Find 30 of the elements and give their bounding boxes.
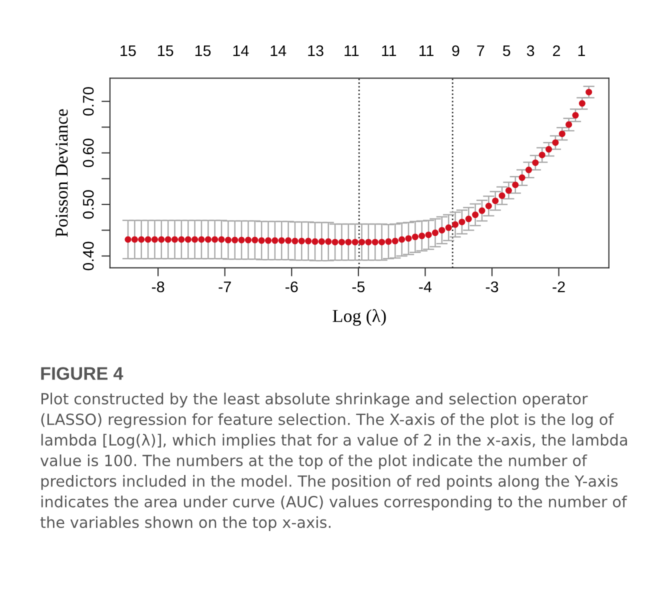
text: FIGURE 4 — [41, 367, 124, 380]
x-axis-title: Log (λ) — [332, 309, 386, 326]
text: 7 — [477, 46, 484, 56]
text: 13 — [308, 45, 324, 56]
text: 9 — [452, 45, 460, 56]
text: 15 — [195, 46, 211, 56]
text: 14 — [270, 46, 286, 56]
text: 1 — [578, 46, 585, 56]
text: Plot constructed by the least absolute shrinkage and selection operator (LASSO) regression for feature selection. The X-axis of the plot is the log of lambda [Log(λ)], which implies that for a value of 2 in the x-axis, the lambda value is 100. The numbers at the top of the plot indicate the number of predictors included in the model. The position of red points along the Y-axis indicates the area under curve (AUC) values corresponding to the number of the variables shown on the top x-axis. — [40, 392, 628, 532]
x-tick-label: -4 — [419, 282, 432, 292]
text: 2 — [553, 45, 560, 56]
y-tick-label: 0.60 — [82, 138, 94, 168]
text: 11 — [420, 46, 434, 56]
text: 11 — [344, 46, 359, 56]
x-tick-label: -8 — [152, 281, 164, 292]
text: 15 — [158, 46, 174, 56]
text: 5 — [502, 46, 510, 56]
y-tick-label: 0.70 — [82, 87, 94, 116]
text: 3 — [526, 45, 534, 56]
x-tick-label: -2 — [552, 281, 565, 292]
text: 15 — [120, 46, 136, 56]
y-tick-label: 0.40 — [82, 242, 94, 270]
x-tick-label: -6 — [286, 281, 298, 292]
x-tick-label: -3 — [486, 281, 498, 292]
y-axis-title: Poisson Deviance — [56, 109, 68, 237]
y-tick-label: 0.50 — [82, 190, 94, 219]
text: 11 — [382, 46, 396, 56]
text: 14 — [233, 46, 249, 56]
x-tick-label: -5 — [352, 282, 365, 292]
x-tick-label: -7 — [218, 282, 231, 292]
